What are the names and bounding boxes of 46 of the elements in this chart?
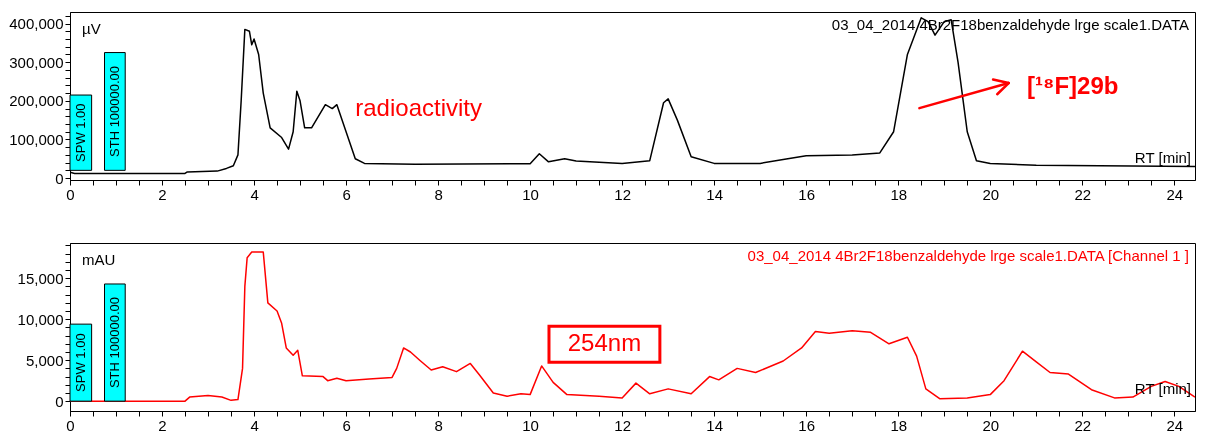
x-tick-label: 20 [982,185,1000,203]
x-tick-label: 4 [250,185,259,203]
x-tick-label: 10 [522,416,539,432]
chart-title: 03_04_2014 4Br2F18benzaldehyde lrge scale1.DATA [Channel 1 ] [747,247,1189,264]
y-axis-title: µV [82,20,101,37]
annotation: SPW 1.00 [72,333,88,392]
x-tick-label: 8 [434,416,443,432]
annotation: STH 100000.00 [106,65,122,157]
x-tick-label: 6 [342,416,351,432]
annotation: radioactivity [355,93,482,121]
x-tick-label: 18 [890,416,908,432]
x-tick-label: 2 [158,416,167,432]
annotation: SPW 1.00 [72,103,88,162]
y-tick-label: 0 [55,392,64,410]
x-tick-label: 14 [706,185,724,203]
x-tick-label: 0 [66,185,75,203]
x-tick-label: 2 [158,185,167,203]
y-tick-label: 5,000 [25,351,64,369]
y-tick-label: 0 [55,169,64,187]
y-tick-label: 300,000 [9,53,64,71]
x-tick-label: 4 [250,416,259,432]
x-tick-label: 12 [614,416,631,432]
x-tick-label: 8 [434,185,443,203]
x-tick-label: 22 [1074,416,1092,432]
x-tick-label: 18 [890,185,908,203]
x-tick-label: 16 [798,416,816,432]
y-axis-title: mAU [82,251,116,268]
x-tick-label: 14 [706,416,724,432]
x-tick-label: 24 [1166,416,1184,432]
x-tick-label: 16 [798,185,816,203]
y-tick-label: 200,000 [9,92,64,110]
x-tick-label: 22 [1074,185,1092,203]
y-tick-label: 15,000 [17,269,64,287]
x-tick-label: 6 [342,185,351,203]
x-tick-label: 20 [982,416,1000,432]
x-tick-label: 10 [522,185,539,203]
x-axis-title: RT [min] [1134,149,1191,166]
y-tick-label: 10,000 [17,310,64,328]
annotation: 254nm [567,329,642,357]
x-tick-label: 0 [66,416,75,432]
x-tick-label: 12 [614,185,631,203]
x-tick-label: 24 [1166,185,1184,203]
y-tick-label: 400,000 [9,15,64,33]
annotation: STH 100000.00 [106,297,122,389]
annotation: [¹⁸F]29b [1027,71,1119,99]
y-tick-label: 100,000 [9,130,64,148]
